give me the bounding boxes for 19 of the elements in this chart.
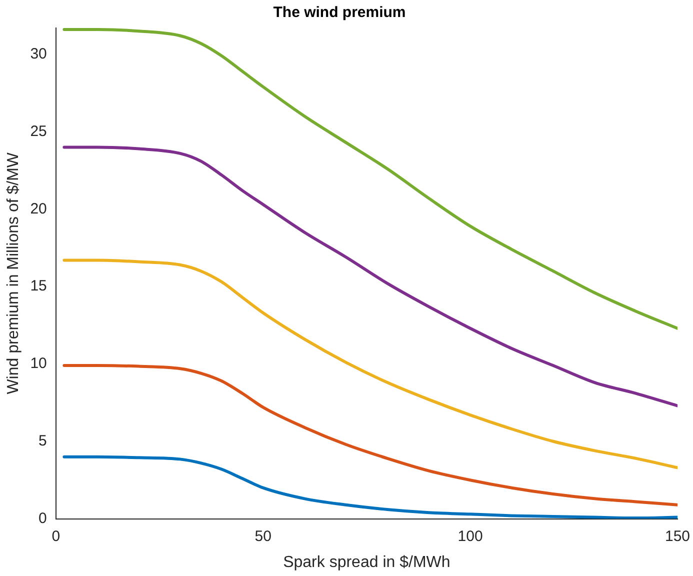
- line-series: [62, 258, 678, 470]
- y-tick-label: 10: [30, 355, 47, 372]
- line-series: [62, 28, 678, 330]
- y-tick-label: 15: [30, 278, 47, 295]
- x-tick-label: 50: [254, 528, 272, 545]
- y-tick-label: 25: [30, 122, 47, 140]
- x-tick-label: 150: [664, 528, 690, 545]
- y-tick-label: 20: [30, 200, 47, 218]
- y-tick-label: 30: [30, 45, 47, 62]
- chart-title: The wind premium: [273, 4, 406, 22]
- line-series: [62, 364, 678, 506]
- y-tick-label: 0: [38, 510, 47, 527]
- line-series: [62, 455, 678, 519]
- y-axis-title: Wind premium in Millions of $/MW: [5, 152, 22, 394]
- x-tick-label: 100: [458, 528, 483, 545]
- line-series: [62, 146, 678, 408]
- x-tick-label: 0: [52, 528, 60, 545]
- x-axis-title: Spark spread in $/MWh: [283, 554, 450, 571]
- y-tick-label: 5: [38, 432, 47, 450]
